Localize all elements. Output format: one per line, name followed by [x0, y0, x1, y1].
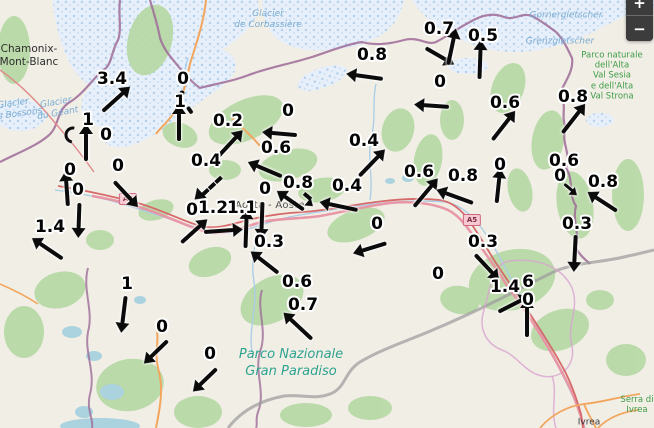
- wind-value-label: 0: [522, 290, 534, 310]
- wind-direction-arrow: [477, 48, 483, 80]
- wind-value-label: 0.8: [587, 172, 619, 192]
- wind-value-label: 0: [156, 317, 168, 337]
- wind-value-label: 0: [432, 264, 444, 284]
- wind-direction-arrow: [64, 179, 70, 207]
- wind-direction-arrow: [180, 223, 202, 245]
- wind-value-label: 0.8: [282, 173, 314, 193]
- wind-value-label: 0: [100, 125, 112, 145]
- wind-dot-mark: [179, 90, 185, 96]
- wind-direction-arrow: [76, 202, 82, 230]
- wind-value-label: 0: [554, 166, 566, 186]
- wind-value-label: 0.2: [212, 111, 244, 131]
- wind-value-label: 0.6: [403, 162, 435, 182]
- wind-value-label: 0.8: [557, 87, 589, 107]
- wind-value-label: 0: [186, 200, 198, 220]
- wind-direction-arrow: [215, 135, 239, 159]
- wind-value-label: 0: [112, 156, 124, 176]
- wind-direction-arrow: [562, 182, 574, 193]
- wind-value-label: 0.7: [423, 19, 455, 39]
- wind-value-label: 0.4: [331, 176, 363, 196]
- wind-value-label: 0.8: [356, 45, 388, 65]
- wind-direction-arrow: [560, 109, 582, 135]
- wind-direction-arrow: [422, 103, 450, 109]
- zoom-out-button[interactable]: −: [626, 16, 653, 41]
- wind-direction-arrow: [572, 234, 578, 264]
- wind-value-label: 0.3: [467, 232, 499, 252]
- wind-value-label: 0: [371, 214, 383, 234]
- map-zoom-control: + −: [626, 0, 653, 41]
- wind-value-label: 0.6: [548, 151, 580, 171]
- wind-direction-arrow: [112, 180, 134, 202]
- wind-direction-arrow: [101, 91, 125, 113]
- wind-value-label: 0.3: [253, 232, 285, 252]
- wind-value-label: 0: [72, 180, 84, 200]
- wind-direction-arrow: [490, 116, 512, 142]
- wind-direction-arrow: [327, 201, 359, 213]
- wind-direction-arrow: [357, 154, 381, 178]
- wind-value-label: 1: [121, 274, 133, 294]
- wind-direction-arrow: [360, 241, 388, 253]
- wind-direction-arrow: [473, 253, 495, 275]
- wind-value-label: 0: [434, 72, 446, 92]
- wind-value-label: 0.7: [287, 295, 319, 315]
- wind-direction-arrow: [177, 113, 181, 141]
- wind-direction-arrow: [84, 133, 88, 161]
- wind-value-label: 0: [259, 179, 271, 199]
- wind-direction-arrow: [424, 46, 448, 62]
- wind-value-label: 0: [64, 160, 76, 180]
- wind-value-label: 1: [82, 110, 94, 130]
- wind-direction-arrow: [594, 195, 618, 213]
- wind-direction-arrow: [354, 73, 384, 81]
- wind-value-label: 1: [174, 92, 186, 112]
- wind-value-label: 0: [177, 69, 189, 89]
- wind-direction-arrow: [494, 176, 502, 204]
- wind-direction-arrow: [148, 339, 170, 359]
- wind-value-label: 6: [522, 272, 534, 292]
- wind-direction-arrow: [283, 194, 305, 212]
- wind-direction-arrow: [412, 183, 434, 209]
- wind-value-label: 1.4: [34, 217, 66, 237]
- wind-value-label: 1.4: [489, 277, 521, 297]
- wind-direction-arrow: [256, 255, 280, 275]
- wind-value-label: 0: [282, 101, 294, 121]
- wind-arc-mark: [61, 123, 85, 147]
- wind-direction-arrow: [497, 298, 523, 314]
- wind-direction-arrow: [259, 201, 265, 231]
- wind-value-label: 0: [494, 155, 506, 175]
- wind-value-label: 0.6: [489, 93, 521, 113]
- wind-direction-arrow: [201, 175, 223, 197]
- wind-value-label: 0.5: [467, 26, 499, 46]
- wind-direction-arrow: [38, 241, 64, 261]
- wind-direction-arrow: [288, 317, 314, 341]
- lakes: [60, 174, 414, 428]
- wind-direction-arrow: [203, 227, 235, 235]
- wind-value-label: 0: [204, 344, 216, 364]
- wind-value-label: 1.1: [226, 198, 258, 218]
- zoom-in-button[interactable]: +: [626, 0, 653, 16]
- wind-direction-arrow: [255, 163, 283, 179]
- wind-value-label: 0.4: [348, 131, 380, 151]
- wind-direction-arrow: [300, 191, 312, 204]
- wind-value-label: 0.6: [260, 138, 292, 158]
- wind-value-label: 0.4: [190, 151, 222, 171]
- wind-value-label: 0.8: [447, 166, 479, 186]
- wind-direction-arrow: [525, 307, 529, 337]
- wind-direction-arrow: [197, 367, 219, 387]
- wind-value-label: 0.3: [561, 214, 593, 234]
- wind-value-label: 3.4: [96, 69, 128, 89]
- wind-direction-arrow: [446, 36, 456, 66]
- wind-direction-arrow: [120, 295, 128, 325]
- wind-value-label: 0.6: [281, 272, 313, 292]
- wind-direction-arrow: [243, 217, 249, 249]
- wind-direction-arrow: [270, 130, 298, 138]
- wind-value-label: 1.2: [197, 198, 229, 218]
- wind-dash-mark: [186, 105, 194, 115]
- wind-direction-arrow: [444, 190, 474, 206]
